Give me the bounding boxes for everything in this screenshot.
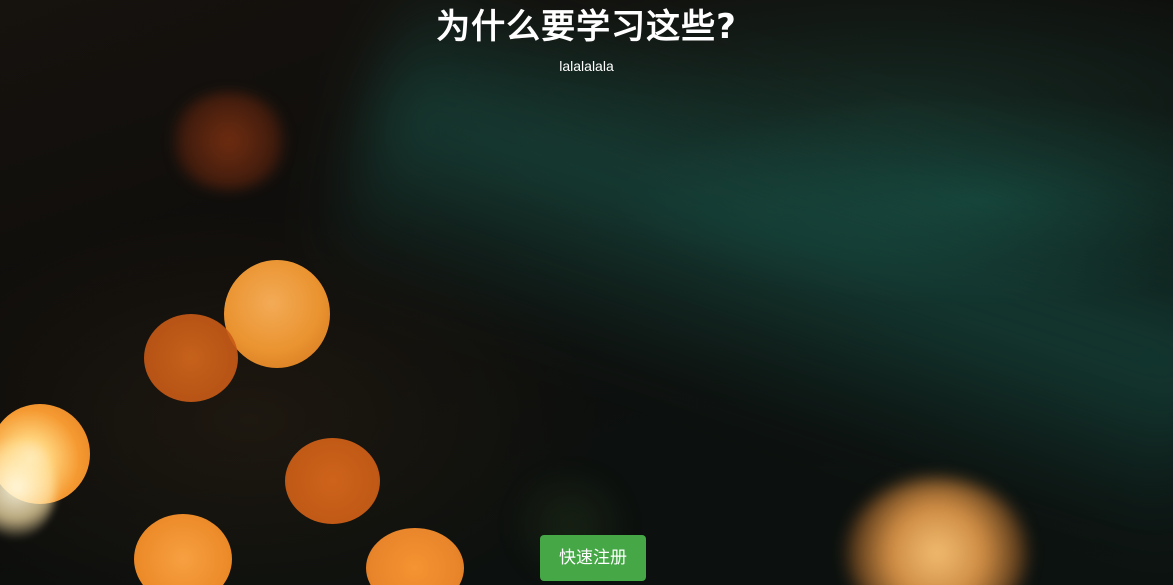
background-bokeh-light [285,438,380,524]
hero-subtitle: lalalalala [559,58,614,74]
background-bokeh-light [144,314,238,402]
background-teal-light-band [318,0,1173,552]
background-bokeh-light [366,528,464,585]
hero-title: 为什么要学习这些? [436,7,737,47]
quick-register-button[interactable]: 快速注册 [540,535,646,581]
background-bokeh-light [168,92,290,190]
background-bokeh-light [134,514,232,585]
background-bokeh-light [224,260,330,368]
